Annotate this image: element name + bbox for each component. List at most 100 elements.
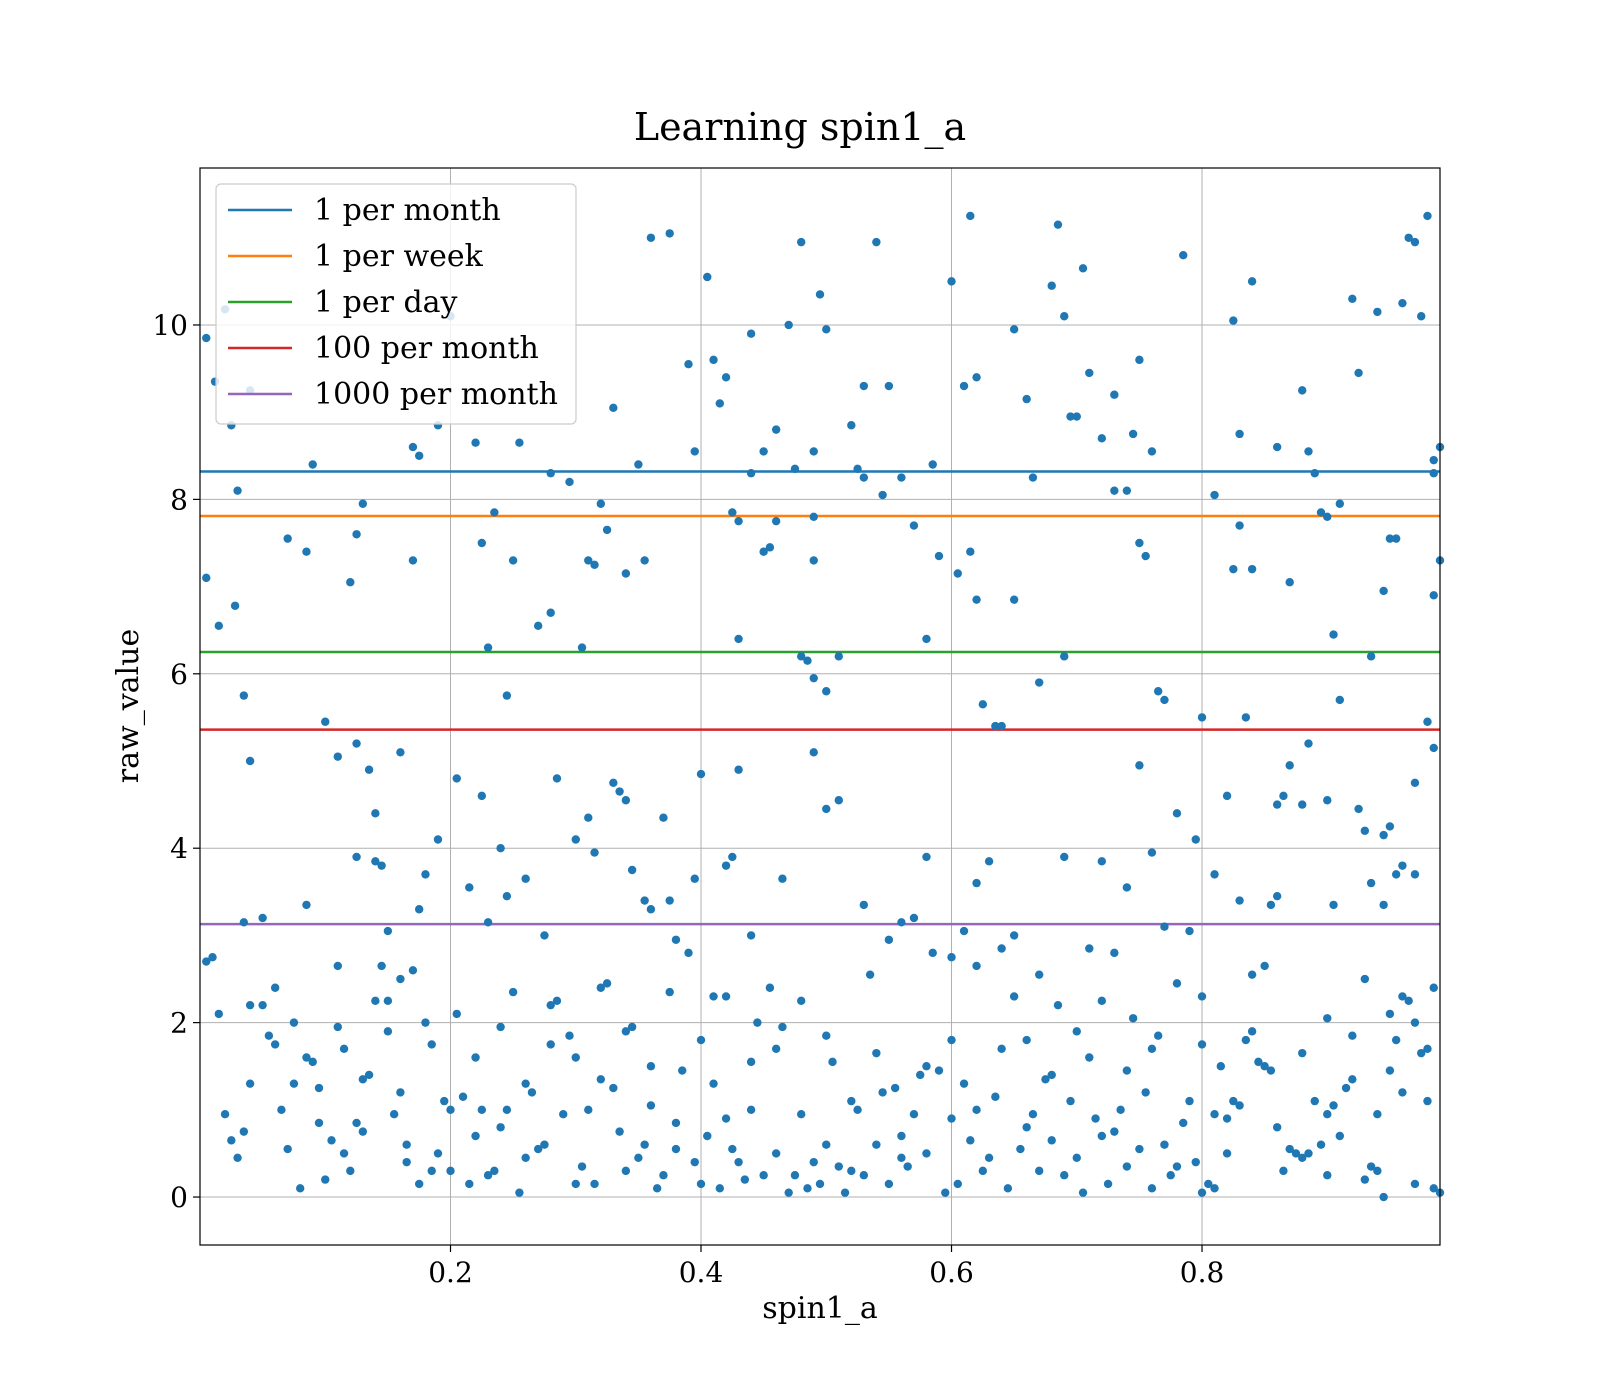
data-point: [1041, 1075, 1050, 1084]
data-point: [1060, 312, 1069, 321]
data-point: [1323, 1171, 1332, 1180]
data-point: [928, 948, 937, 958]
data-point: [427, 1166, 436, 1176]
data-point: [1097, 857, 1107, 866]
data-point: [371, 809, 380, 818]
data-point: [302, 900, 311, 910]
data-point: [1009, 325, 1019, 334]
data-point: [396, 974, 405, 984]
data-point: [1323, 1109, 1332, 1119]
data-point: [521, 1153, 530, 1162]
data-point: [922, 852, 931, 862]
data-point: [1348, 1075, 1357, 1084]
data-point: [1160, 1140, 1169, 1149]
data-point: [540, 1140, 549, 1149]
data-point: [1235, 1101, 1244, 1110]
data-point: [446, 1166, 455, 1176]
data-point: [546, 469, 555, 478]
data-point: [703, 1131, 712, 1141]
data-point: [840, 1188, 850, 1197]
data-point: [333, 1022, 342, 1032]
data-point: [1016, 1144, 1025, 1154]
data-point: [483, 1171, 493, 1180]
data-point: [1072, 412, 1081, 421]
x-tick-label: 0.4: [679, 1256, 724, 1289]
data-point: [308, 460, 317, 469]
data-point: [1360, 826, 1370, 835]
data-point: [1241, 1035, 1251, 1045]
data-point: [1241, 713, 1251, 722]
data-point: [640, 1140, 649, 1149]
y-tick-label: 10: [152, 309, 188, 342]
data-point: [1128, 1014, 1138, 1023]
data-point: [803, 1184, 812, 1193]
data-point: [1122, 883, 1132, 892]
data-point: [1298, 386, 1307, 395]
data-point: [1022, 1123, 1031, 1132]
data-point: [402, 1157, 411, 1167]
data-point: [490, 1166, 499, 1176]
data-point: [847, 1096, 856, 1106]
data-point: [339, 1149, 349, 1158]
data-point: [665, 987, 674, 997]
data-point: [1135, 355, 1144, 365]
data-point: [208, 953, 217, 962]
data-point: [546, 1040, 555, 1049]
data-point: [1210, 1184, 1219, 1193]
data-point: [1304, 739, 1313, 748]
data-point: [527, 1088, 537, 1097]
data-point: [1147, 447, 1157, 456]
data-point: [264, 1031, 274, 1040]
data-point: [822, 804, 831, 814]
data-point: [1266, 900, 1276, 910]
data-point: [953, 569, 962, 578]
data-point: [490, 508, 499, 517]
data-point: [1085, 1053, 1094, 1062]
data-point: [515, 438, 524, 447]
data-point: [1066, 412, 1075, 421]
data-point: [471, 438, 480, 447]
data-point: [922, 1149, 931, 1158]
data-point: [897, 918, 906, 927]
data-point: [571, 1053, 580, 1062]
data-point: [1310, 1096, 1319, 1106]
data-point: [602, 979, 612, 988]
data-point: [809, 447, 818, 456]
data-point: [233, 1153, 242, 1162]
data-point: [1429, 983, 1438, 992]
data-point: [502, 1105, 512, 1115]
data-point: [1172, 809, 1182, 818]
data-point: [540, 931, 549, 940]
data-point: [1197, 1040, 1207, 1049]
data-point: [984, 857, 994, 866]
data-point: [452, 774, 461, 783]
data-point: [803, 656, 812, 665]
data-point: [684, 948, 693, 958]
data-point: [609, 778, 618, 788]
data-point: [421, 1018, 430, 1027]
data-point: [230, 601, 240, 610]
data-point: [1366, 1162, 1376, 1171]
data-point: [771, 425, 781, 434]
data-point: [1291, 1149, 1301, 1158]
data-point: [1272, 891, 1282, 901]
data-point: [327, 1136, 336, 1145]
data-point: [753, 1018, 762, 1027]
data-point: [684, 360, 693, 369]
data-point: [1135, 538, 1144, 548]
data-point: [1047, 1070, 1056, 1080]
data-point: [596, 1075, 606, 1084]
data-point: [1423, 211, 1432, 221]
data-point: [1229, 564, 1238, 574]
data-point: [966, 211, 975, 221]
data-point: [1385, 1066, 1395, 1075]
data-point: [1429, 469, 1438, 478]
data-point: [283, 1144, 292, 1154]
data-point: [1316, 1140, 1326, 1149]
data-point: [822, 1031, 831, 1040]
data-point: [1385, 822, 1395, 831]
data-point: [1047, 281, 1056, 290]
data-point: [978, 1166, 988, 1176]
data-point: [1009, 992, 1019, 1001]
data-point: [571, 1179, 580, 1189]
